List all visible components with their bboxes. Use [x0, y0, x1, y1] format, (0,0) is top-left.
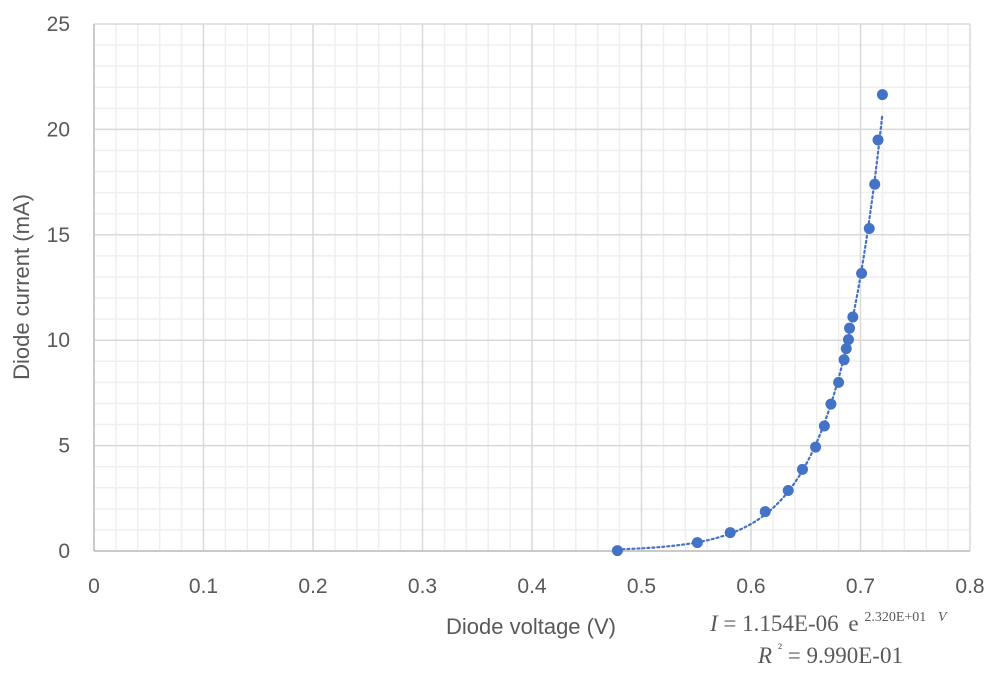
- equation-exponent-variable: V: [938, 610, 948, 625]
- r-squared-superscript: ²: [778, 642, 782, 657]
- data-point: [759, 506, 771, 518]
- trendline-equation: I = 1.154E-06 e 2.320E+01 V: [709, 601, 948, 636]
- axes: [93, 24, 970, 552]
- y-tick-label: 15: [47, 224, 70, 247]
- x-tick-labels: 0 0.1 0.2 0.3 0.4 0.5 0.6 0.7 0.8: [88, 575, 984, 598]
- data-point: [872, 134, 884, 146]
- data-point: [842, 334, 854, 346]
- y-tick-label: 0: [58, 540, 70, 563]
- data-point: [691, 537, 703, 549]
- y-axis-title: Diode current (mA): [9, 194, 34, 380]
- x-tick-label: 0.3: [408, 575, 437, 598]
- data-point: [818, 420, 830, 432]
- data-point: [863, 222, 875, 234]
- trendline-r-squared: R ² = 9.990E-01: [757, 633, 903, 668]
- x-tick-label: 0: [88, 575, 100, 598]
- equation-coefficient: 1.154E-06: [742, 611, 838, 636]
- x-tick-label: 0.6: [736, 575, 765, 598]
- data-point: [856, 267, 868, 279]
- equation-equals: =: [723, 611, 742, 636]
- equation-variable: I: [709, 611, 719, 636]
- data-point: [825, 398, 837, 410]
- data-point: [844, 322, 856, 334]
- x-tick-label: 0.5: [627, 575, 656, 598]
- equation-exponent: 2.320E+01: [864, 610, 926, 625]
- x-tick-label: 0.7: [846, 575, 875, 598]
- trendline: [616, 112, 884, 551]
- y-tick-label: 25: [47, 13, 70, 36]
- y-tick-labels: 0 5 10 15 20 25: [47, 13, 70, 563]
- trendline-path: [616, 112, 884, 551]
- data-point: [796, 463, 808, 475]
- r-squared-symbol: R: [757, 643, 772, 668]
- x-tick-label: 0.8: [955, 575, 984, 598]
- y-tick-label: 20: [47, 118, 70, 141]
- data-point: [869, 178, 881, 190]
- y-tick-label: 5: [58, 435, 70, 458]
- data-point: [838, 354, 850, 366]
- equation-base: e: [848, 611, 858, 636]
- y-tick-label: 10: [47, 329, 70, 352]
- data-point: [810, 441, 822, 453]
- data-point: [840, 343, 852, 355]
- x-tick-label: 0.4: [517, 575, 547, 598]
- x-tick-label: 0.2: [298, 575, 327, 598]
- data-point: [833, 376, 845, 388]
- data-points: [611, 89, 888, 557]
- r-squared-equals: =: [788, 643, 807, 668]
- data-point: [847, 311, 859, 323]
- x-tick-label: 0.1: [189, 575, 218, 598]
- data-point: [611, 545, 623, 557]
- data-point: [782, 485, 794, 497]
- x-axis-title: Diode voltage (V): [446, 614, 616, 639]
- data-point: [876, 89, 888, 101]
- r-squared-value: 9.990E-01: [807, 643, 903, 668]
- data-point: [724, 527, 736, 539]
